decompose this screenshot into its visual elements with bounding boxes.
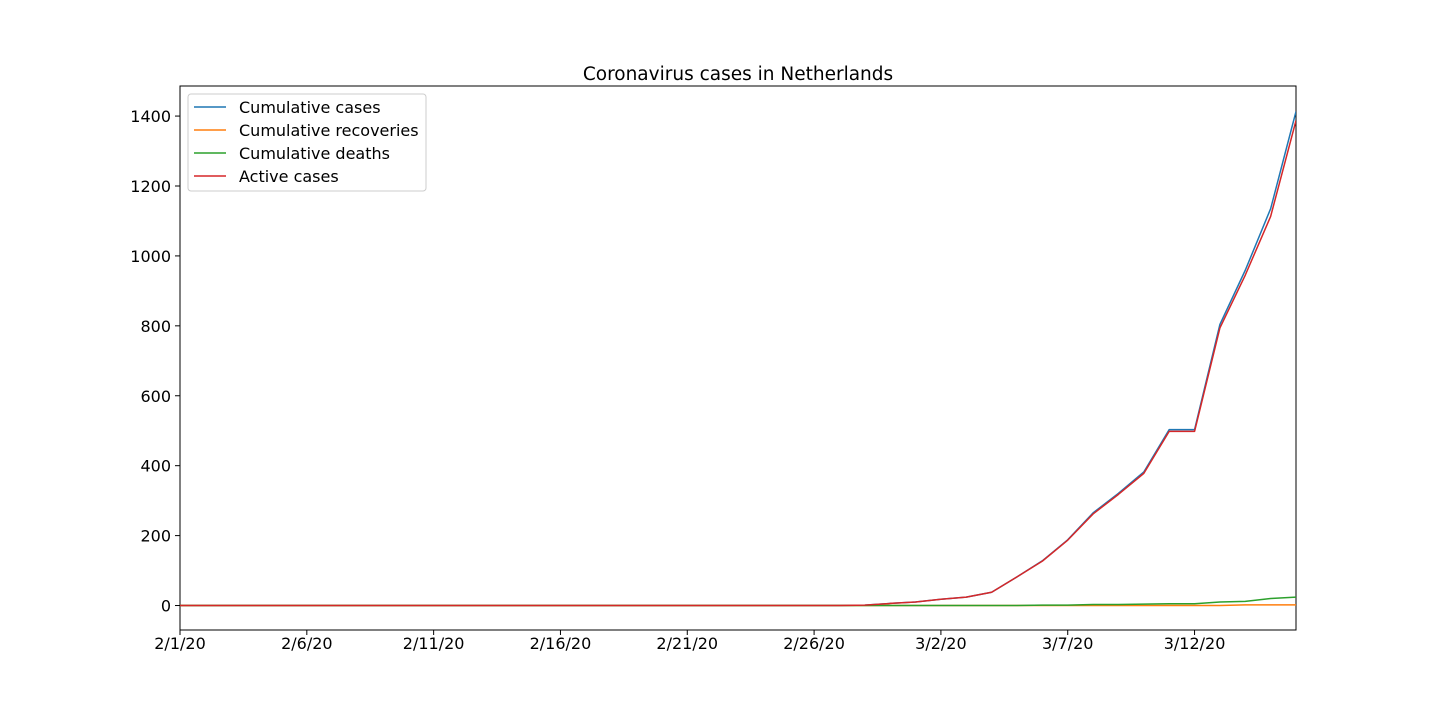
x-tick-label: 2/6/20 (281, 634, 333, 653)
x-tick-label: 3/7/20 (1042, 634, 1094, 653)
series-line-4 (180, 120, 1296, 607)
y-tick-label: 600 (140, 387, 171, 406)
legend-label: Cumulative cases (239, 98, 381, 117)
y-tick-label: 200 (140, 527, 171, 546)
x-tick-label: 2/16/20 (530, 634, 592, 653)
legend-label: Cumulative deaths (239, 144, 390, 163)
chart-title: Coronavirus cases in Netherlands (583, 64, 893, 85)
y-tick-label: 800 (140, 317, 171, 336)
x-tick-label: 2/11/20 (403, 634, 465, 653)
y-tick-label: 1400 (130, 107, 171, 126)
x-tick-label: 3/12/20 (1164, 634, 1226, 653)
x-tick-label: 2/26/20 (783, 634, 845, 653)
x-tick-label: 2/1/20 (154, 634, 206, 653)
y-tick-label: 1000 (130, 247, 171, 266)
legend-label: Cumulative recoveries (239, 121, 419, 140)
y-axis: 0 200 400 600 800 1000 1200 1400 (130, 107, 180, 616)
y-tick-label: 400 (140, 457, 171, 476)
x-axis: 2/1/20 2/6/20 2/11/20 2/16/20 2/21/20 2/26/20… (154, 630, 1225, 653)
legend-label: Active cases (239, 167, 339, 186)
y-tick-label: 0 (161, 597, 171, 616)
y-tick-label: 1200 (130, 177, 171, 196)
legend: Cumulative cases Cumulative recoveries Cum… (187, 93, 427, 192)
x-tick-label: 3/2/20 (915, 634, 967, 653)
series-layer (180, 111, 1296, 607)
legend-box (187, 93, 427, 192)
x-tick-label: 2/21/20 (656, 634, 718, 653)
